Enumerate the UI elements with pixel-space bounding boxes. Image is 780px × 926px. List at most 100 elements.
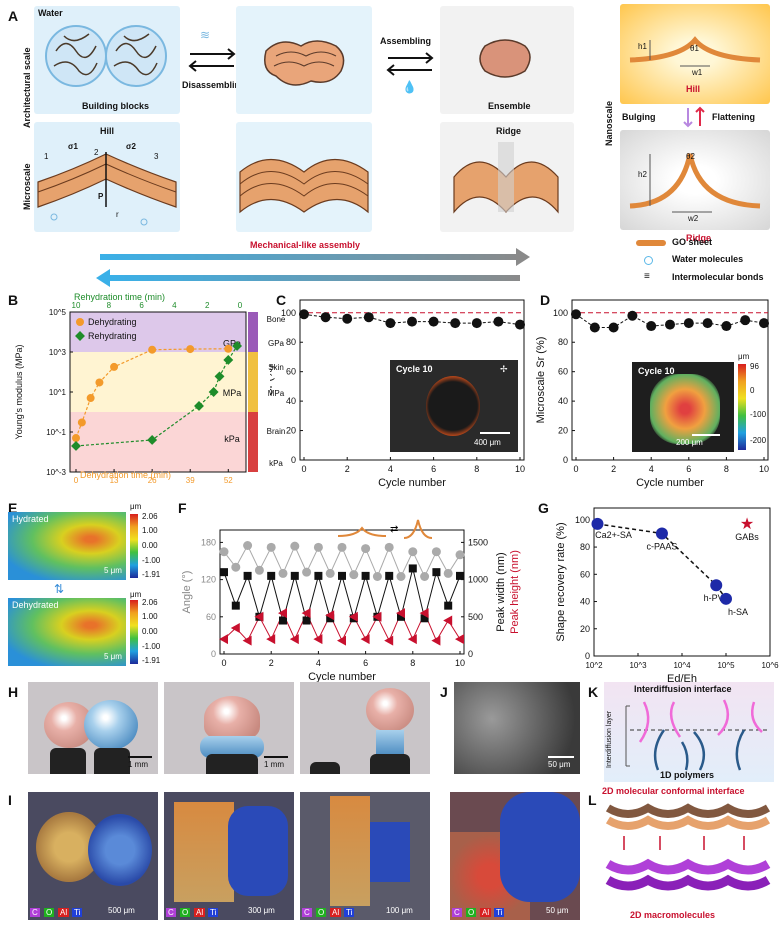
series-point (646, 321, 657, 332)
y-axis-label: Microscale Sr (%) (535, 337, 547, 424)
architectural-scale-label: Architectural scale (22, 47, 32, 128)
e-tick: -1.91 (142, 656, 161, 665)
element-legend-Al: Al (330, 908, 342, 917)
height-map-image (650, 374, 720, 444)
element-legend-C: C (166, 908, 176, 917)
e-tick: 0.00 (142, 541, 158, 550)
h1-label: h1 (638, 42, 647, 51)
series-point (721, 321, 732, 332)
assembling-tile (236, 6, 372, 114)
eds-map-4: 50 μm (450, 792, 580, 920)
bonds-label: Intermolecular bonds (672, 272, 764, 282)
series-point (407, 316, 417, 327)
panel-c-inset: Cycle 10 ✢ 400 μm (390, 360, 518, 452)
series-point (385, 318, 396, 329)
series-line (303, 313, 521, 326)
bottom-arrow-head (96, 269, 110, 287)
x-axis-label: Cycle number (308, 671, 376, 683)
e-tick: 0.00 (142, 627, 158, 636)
angle-point (219, 547, 229, 557)
interdiffusion-diagram: Interdiffusion interface Interdiffusion … (604, 682, 774, 782)
panel-f-letter: F (178, 500, 187, 516)
theta2-label: θ2 (686, 152, 695, 161)
series-point (740, 315, 751, 326)
panel-f-schematic: ⇄ (334, 516, 438, 542)
swap-arrows-icon: ⇅ (54, 582, 65, 596)
building-blocks-tile: Water Building blocks (34, 6, 180, 114)
kpa-band (70, 412, 246, 472)
material-label: GPa (268, 339, 285, 348)
x-tick-label: 8 (410, 658, 415, 668)
y-tick-label: 60 (286, 367, 296, 377)
width-point (220, 568, 228, 577)
theta1-label: θ1 (690, 44, 699, 53)
partial-assembly-illustration (264, 40, 345, 86)
material-label: MPa (268, 389, 285, 398)
go-sheet-label: GO sheet (672, 237, 713, 247)
panel-l-letter: L (588, 792, 597, 808)
element-legend-C: C (452, 908, 462, 917)
hill-nano-tile: h1 θ1 w1 Hill (620, 4, 770, 104)
x-tick-label: 13 (110, 476, 119, 485)
hydrated-scale: 5 μm (104, 566, 122, 575)
point-label: h-PVA (704, 593, 729, 603)
angle-point (396, 572, 406, 581)
ridge-red-label: Ridge (686, 233, 712, 243)
element-legend-Ti: Ti (208, 908, 219, 917)
hill-nano-illustration (629, 36, 761, 67)
x-tick-label: 10^6 (761, 661, 779, 670)
angle-point (337, 542, 347, 552)
polymer-chains (625, 699, 770, 771)
droplet-photo-3 (300, 682, 430, 774)
y-tick-label: 20 (286, 426, 296, 436)
x-tick-label: 2 (269, 658, 274, 668)
y-tick-label: 0 (291, 455, 296, 465)
x-tick-label: 2 (611, 464, 616, 474)
go-sheet-swatch (636, 240, 666, 246)
y-tick-label: 60 (206, 612, 216, 622)
element-legend-C: C (302, 908, 312, 917)
p-label: P (98, 192, 104, 201)
panel-a-letter: A (8, 8, 19, 24)
x-tick-label: 4 (388, 464, 393, 474)
height-point (384, 635, 394, 646)
x-tick-label: 39 (186, 476, 195, 485)
width-point (432, 568, 441, 577)
y-right-tick-label: 1500 (468, 537, 488, 547)
x-axis-label: Cycle number (636, 477, 704, 489)
y-tick-label: 0 (563, 455, 568, 465)
width-point (338, 571, 346, 580)
y-right-label: Peak height (nm) (509, 550, 521, 634)
panel-k-letter: K (588, 684, 599, 700)
h2-label: h2 (638, 170, 647, 179)
sem-image: 50 μm (454, 682, 580, 774)
y-tick-label: 100 (575, 515, 590, 525)
x-tick-label: 10^5 (717, 661, 735, 670)
width-point (302, 616, 311, 625)
width-point (231, 601, 240, 610)
bond-icon: ≡ (644, 271, 650, 282)
disassembling-label: Disassembling (182, 80, 246, 90)
height-point (242, 635, 252, 646)
svg-text:⇄: ⇄ (390, 524, 398, 535)
material-label: Bone (267, 315, 286, 324)
height-point (337, 635, 346, 646)
sigma2-label: σ2 (126, 142, 136, 151)
y-tick-label: 0 (211, 649, 216, 659)
x-tick-label: 2 (345, 464, 350, 474)
eds-map-3: 100 μm (300, 792, 430, 920)
series-point (428, 316, 439, 327)
hill-red-label: Hill (686, 84, 701, 94)
y-tick-label: 10^-1 (46, 428, 66, 437)
series-point (299, 309, 309, 320)
ridge-micro-tile: Ridge (440, 122, 574, 232)
height-point (301, 608, 311, 619)
scale-text: 1 mm (264, 760, 284, 769)
y-axis-label: Shape recovery rate (%) (555, 522, 567, 641)
point-label: c-PAAS (647, 541, 678, 551)
element-legend-Al: Al (480, 908, 492, 917)
dehydrated-scale: 5 μm (104, 652, 122, 661)
material-point (655, 527, 668, 540)
material-point (720, 592, 732, 605)
rehydrating-point (194, 401, 204, 411)
